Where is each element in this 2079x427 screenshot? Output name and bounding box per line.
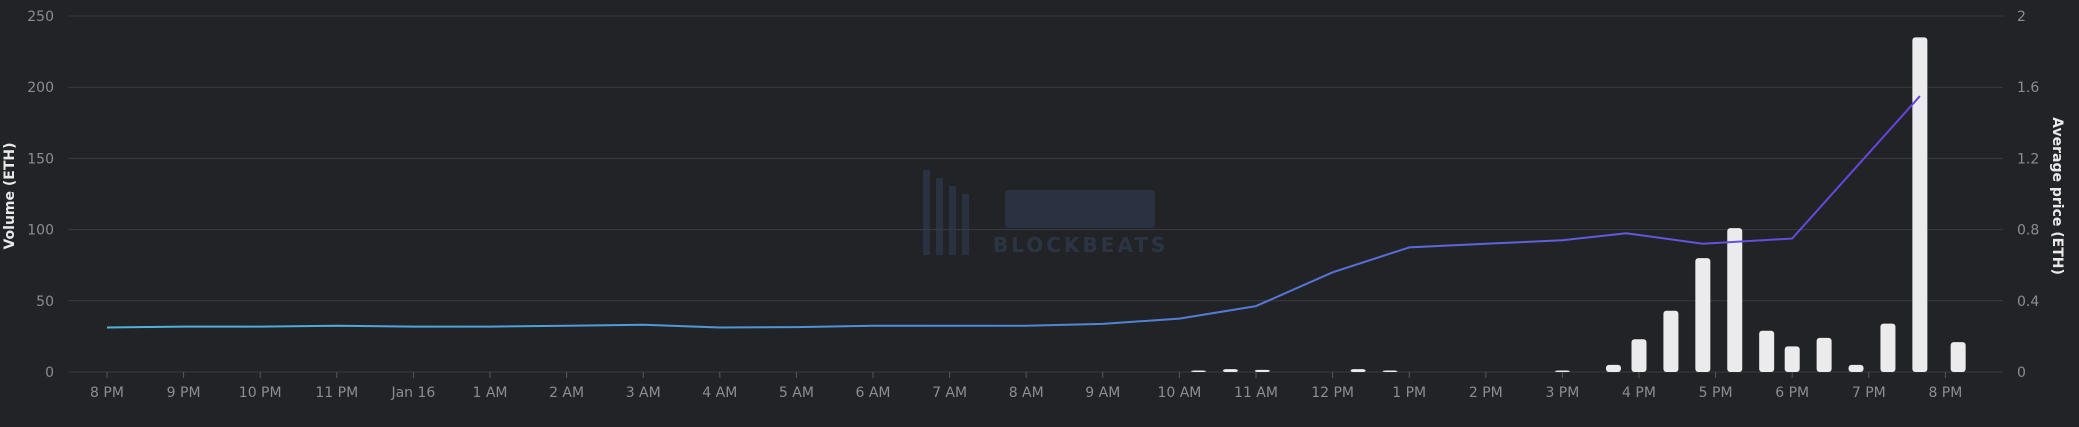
- volume-bar: [1350, 369, 1366, 372]
- x-tick-label: 8 PM: [90, 385, 124, 401]
- volume-bar: [1663, 310, 1679, 372]
- average-price-line: [106, 95, 1921, 329]
- left-tick-label: 150: [27, 151, 54, 167]
- x-tick-label: 1 AM: [472, 385, 507, 401]
- x-tick-label: 6 AM: [855, 385, 890, 401]
- x-axis-ticks: 8 PM 9 PM 10 PM 11 PM Jan 16 1 AM 2 AM 3 AM 4 AM…: [90, 372, 1962, 401]
- x-tick-label: 7 AM: [932, 385, 967, 401]
- x-tick-label: 11 PM: [315, 385, 358, 401]
- x-tick-label: 2 PM: [1469, 385, 1503, 401]
- x-tick-label: 5 PM: [1699, 385, 1733, 401]
- x-tick-label: 3 AM: [626, 385, 661, 401]
- blockbeats-logo-icon: [923, 170, 1155, 255]
- right-tick-label: 0: [2017, 365, 2026, 381]
- left-tick-label: 50: [36, 294, 54, 310]
- volume-bar: [1727, 228, 1743, 372]
- x-tick-label: 8 PM: [1928, 385, 1962, 401]
- x-tick-label: 8 AM: [1009, 385, 1044, 401]
- right-tick-label: 2: [2017, 9, 2026, 25]
- right-tick-label: 1.6: [2017, 80, 2039, 96]
- left-tick-label: 200: [27, 80, 54, 96]
- volume-bar: [1912, 37, 1928, 373]
- left-axis-title: Volume (ETH): [2, 142, 18, 249]
- x-tick-label: 6 PM: [1775, 385, 1809, 401]
- right-tick-label: 1.2: [2017, 151, 2039, 167]
- x-tick-label: 7 PM: [1852, 385, 1886, 401]
- x-tick-label: 9 AM: [1085, 385, 1120, 401]
- x-tick-label: 10 AM: [1157, 385, 1201, 401]
- right-tick-label: 0.8: [2017, 223, 2039, 239]
- x-tick-label: 10 PM: [239, 385, 282, 401]
- right-axis-ticks: 0 0.4 0.8 1.2 1.6 2: [2017, 9, 2039, 381]
- volume-bar: [1631, 339, 1647, 372]
- blockbeats-watermark: BLOCKBEATS: [923, 170, 1168, 257]
- volume-bar: [1848, 364, 1864, 372]
- volume-bar: [1554, 370, 1570, 372]
- gridlines: [68, 15, 2003, 373]
- average-price-series-line: [106, 95, 1921, 329]
- left-tick-label: 0: [45, 365, 54, 381]
- x-tick-label: 4 PM: [1622, 385, 1656, 401]
- x-tick-label: 11 AM: [1234, 385, 1278, 401]
- volume-bar: [1784, 346, 1800, 372]
- right-axis-title: Average price (ETH): [2049, 117, 2065, 275]
- left-axis-ticks: 0 50 100 150 200 250: [27, 9, 54, 381]
- volume-bar: [1254, 369, 1270, 372]
- volume-bars: [1191, 37, 1966, 373]
- volume-bar: [1816, 337, 1832, 372]
- x-tick-label: 4 AM: [702, 385, 737, 401]
- x-tick-label: 12 PM: [1311, 385, 1354, 401]
- left-tick-label: 250: [27, 9, 54, 25]
- volume-bar: [1222, 369, 1238, 372]
- x-tick-label: 3 PM: [1545, 385, 1579, 401]
- volume-bar: [1695, 258, 1711, 372]
- x-tick-label: Jan 16: [390, 385, 435, 401]
- volume-bar: [1759, 330, 1775, 372]
- volume-bar: [1880, 323, 1896, 372]
- left-tick-label: 100: [27, 223, 54, 239]
- x-tick-label: 1 PM: [1392, 385, 1426, 401]
- watermark-text: BLOCKBEATS: [993, 233, 1168, 257]
- x-tick-label: 2 AM: [549, 385, 584, 401]
- volume-bar: [1605, 364, 1621, 372]
- volume-bar: [1950, 342, 1966, 372]
- right-tick-label: 0.4: [2017, 294, 2039, 310]
- volume-bar: [1382, 370, 1398, 372]
- volume-bar: [1191, 370, 1207, 372]
- x-tick-label: 5 AM: [779, 385, 814, 401]
- x-tick-label: 9 PM: [167, 385, 201, 401]
